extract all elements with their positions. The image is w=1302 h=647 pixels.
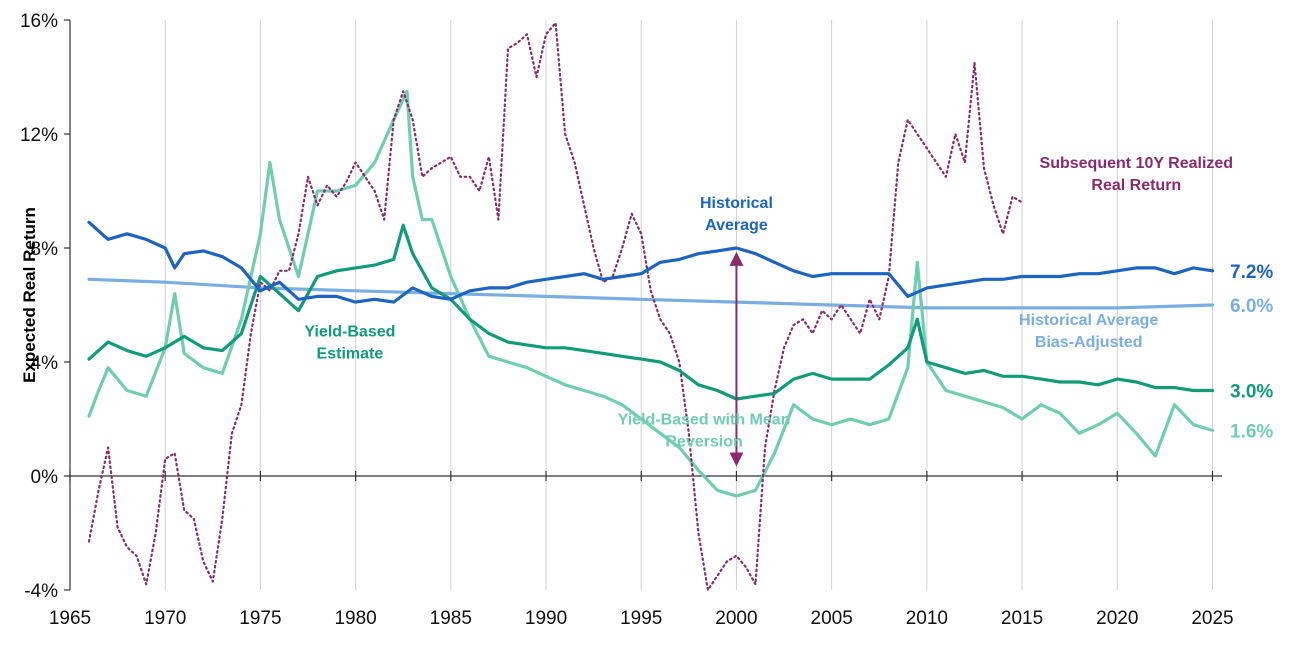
x-tick-label: 1980 bbox=[334, 608, 376, 629]
y-axis-title: Expected Real Return bbox=[20, 207, 39, 383]
x-tick-label: 2000 bbox=[715, 608, 757, 629]
axes: -4% 0% 4% 8% 12% 16% 1965 1970 1975 1980 1985 1990 1… bbox=[20, 11, 1234, 629]
annotation-line: Yield-Based with Mean bbox=[618, 412, 791, 429]
x-tick-label: 2010 bbox=[906, 608, 948, 629]
annotation-line: Historical bbox=[700, 195, 773, 212]
y-tick-label: -4% bbox=[24, 581, 58, 602]
annotation-yield-mr: Yield-Based with Mean Reversion bbox=[618, 412, 791, 451]
annotation-line: Reversion bbox=[665, 434, 742, 451]
annotation-yield-est: Yield-Based Estimate bbox=[304, 323, 395, 362]
x-tick-label: 1970 bbox=[144, 608, 186, 629]
end-value-label: 1.6% bbox=[1230, 421, 1273, 442]
annotation-line: Yield-Based bbox=[304, 323, 395, 340]
end-value-label: 6.0% bbox=[1230, 296, 1273, 317]
annotation-realized: Subsequent 10Y Realized Real Return bbox=[1040, 155, 1234, 194]
end-value-label: 3.0% bbox=[1230, 382, 1273, 403]
annotation-bias-adj: Historical Average Bias-Adjusted bbox=[1019, 312, 1158, 351]
series-line-historical-average bbox=[87, 220, 1215, 304]
x-tick-label: 1965 bbox=[49, 608, 91, 629]
y-tick-label: 12% bbox=[20, 125, 58, 146]
y-tick-label: 16% bbox=[20, 11, 58, 32]
y-tick-label: 4% bbox=[31, 353, 59, 374]
annotation-line: Average bbox=[705, 217, 768, 234]
x-tick-label: 2015 bbox=[1001, 608, 1043, 629]
x-tick-label: 1985 bbox=[430, 608, 472, 629]
y-tick-label: 0% bbox=[31, 467, 59, 488]
x-tick-label: 1975 bbox=[239, 608, 281, 629]
series-lines bbox=[87, 21, 1215, 592]
series-line-yield-based-with-mean-reversion bbox=[87, 89, 1215, 498]
series-line-historical-average-bias-adjusted bbox=[87, 277, 1215, 310]
series-line-yield-based-estimate bbox=[87, 223, 1215, 401]
x-tick-label: 2020 bbox=[1096, 608, 1138, 629]
labels: Subsequent 10Y Realized Real Return Histor… bbox=[304, 155, 1273, 451]
series-line-subsequent-10y-realized-real-return bbox=[87, 21, 1024, 592]
annotation-line: Subsequent 10Y Realized bbox=[1040, 155, 1234, 172]
x-tick-label: 2005 bbox=[811, 608, 853, 629]
annotation-line: Real Return bbox=[1091, 177, 1181, 194]
y-tick-label: 8% bbox=[31, 239, 59, 260]
x-tick-label: 1995 bbox=[620, 608, 662, 629]
grid bbox=[69, 20, 1213, 590]
end-value-label: 7.2% bbox=[1230, 262, 1273, 283]
annotation-hist-avg: Historical Average bbox=[700, 195, 773, 234]
x-tick-label: 1990 bbox=[525, 608, 567, 629]
annotation-line: Estimate bbox=[317, 345, 384, 362]
annotation-line: Bias-Adjusted bbox=[1035, 334, 1143, 351]
x-tick-label: 2025 bbox=[1191, 608, 1233, 629]
annotation-line: Historical Average bbox=[1019, 312, 1158, 329]
